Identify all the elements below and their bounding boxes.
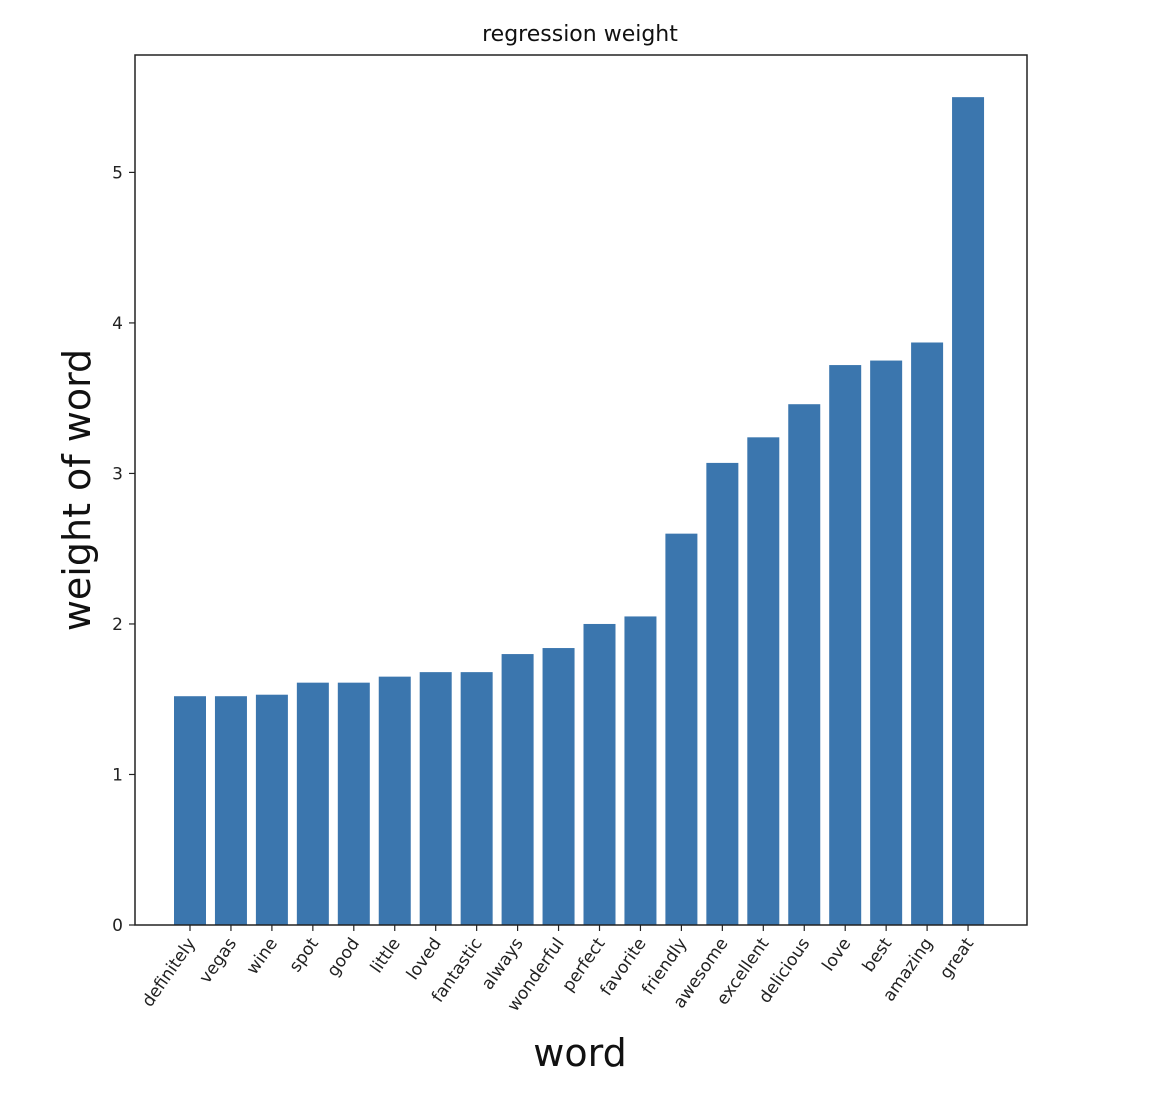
bar-always [501, 654, 534, 925]
bar-best [870, 360, 903, 926]
bar-perfect [583, 623, 616, 925]
y-tick-label: 2 [112, 615, 123, 635]
bar-loved [419, 672, 452, 925]
bar-delicious [788, 404, 821, 925]
bar-favorite [624, 616, 657, 925]
bars [174, 97, 985, 926]
chart-title: regression weight [482, 22, 678, 47]
bar-great [952, 97, 985, 926]
y-tick-label: 1 [112, 765, 123, 785]
y-axis-label: weight of word [55, 349, 99, 631]
bar-vegas [214, 696, 247, 925]
bar-little [378, 676, 411, 925]
bar-wine [255, 694, 288, 925]
x-axis-label: word [533, 1031, 626, 1075]
bar-definitely [174, 696, 206, 925]
bar-love [829, 365, 862, 925]
y-tick-label: 0 [112, 916, 123, 936]
bar-awesome [706, 462, 739, 925]
bar-excellent [747, 437, 780, 925]
y-axis: 0 1 2 3 4 5 [112, 163, 135, 936]
bar-wonderful [542, 648, 575, 925]
plot-frame [134, 54, 1028, 926]
bar-fantastic [460, 672, 493, 925]
bar-amazing [911, 342, 944, 926]
bar-spot [296, 682, 329, 925]
y-tick-label: 4 [112, 314, 123, 334]
y-tick-label: 5 [112, 163, 123, 183]
bar-good [337, 682, 370, 925]
bar-friendly [665, 533, 698, 925]
y-tick-label: 3 [112, 464, 123, 484]
